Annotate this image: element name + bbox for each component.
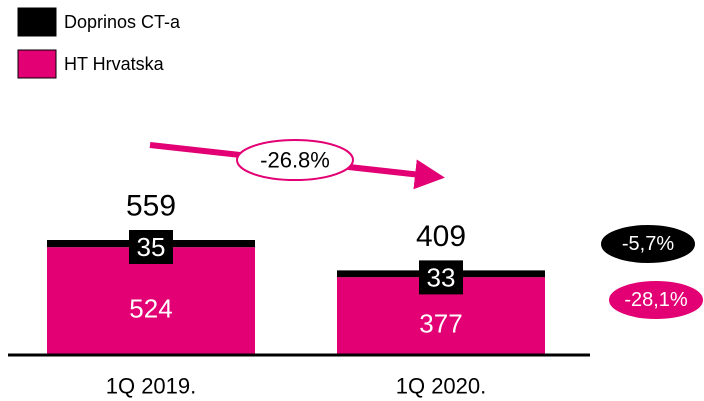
series-change-label: -28,1% (624, 289, 688, 311)
series-change-label: -5,7% (622, 233, 674, 255)
legend-swatch (17, 49, 57, 79)
total-label: 559 (126, 190, 176, 223)
legend-label: Doprinos CT-a (64, 12, 181, 32)
segment-label: 377 (419, 309, 462, 339)
change-bubble (609, 281, 703, 319)
change-bubble (236, 139, 354, 181)
segment-label: 524 (129, 294, 172, 324)
x-tick-label: 1Q 2020. (396, 374, 487, 399)
segment-label-box (419, 260, 463, 295)
change-bubble (601, 225, 695, 263)
segment-label-box (129, 230, 173, 264)
legend-swatch (17, 7, 57, 37)
legend-label: HT Hrvatska (64, 54, 165, 74)
bar-segment (47, 247, 255, 354)
change-label: -26.8% (260, 148, 330, 173)
segment-label: 33 (427, 262, 456, 292)
x-tick-label: 1Q 2019. (106, 374, 197, 399)
segment-label: 35 (137, 232, 166, 262)
total-label: 409 (416, 220, 466, 253)
